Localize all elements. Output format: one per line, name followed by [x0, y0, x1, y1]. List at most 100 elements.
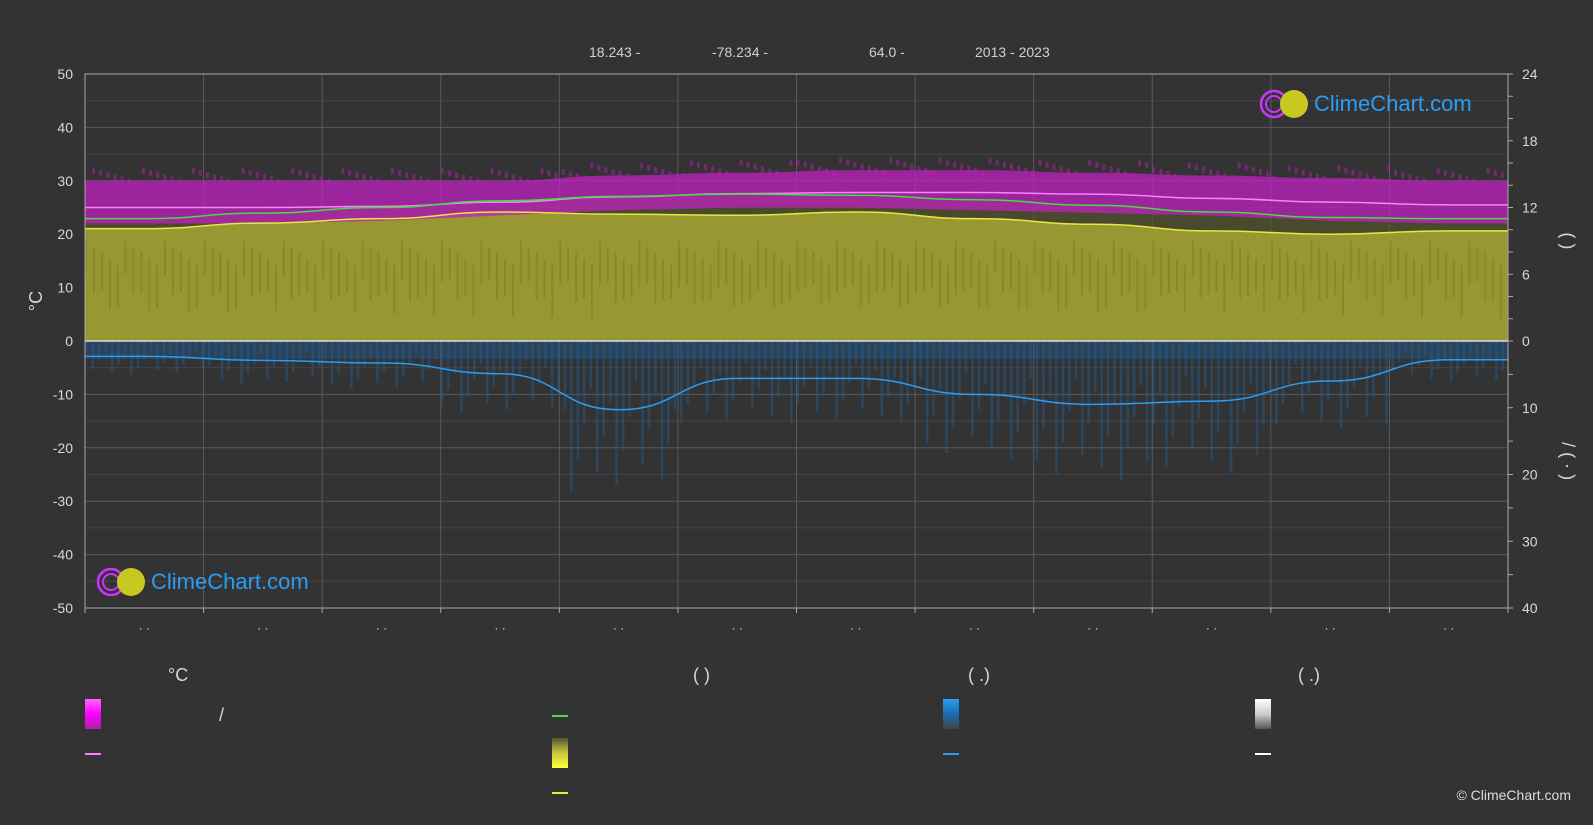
precip-daily-bar	[1055, 341, 1058, 475]
y-left-tick-label: -50	[53, 600, 73, 616]
sunshine-daily-bar	[843, 246, 846, 289]
sunshine-daily-bar	[258, 252, 261, 294]
temperature-daily-bar	[1038, 159, 1042, 166]
sunshine-daily-bar	[994, 240, 997, 273]
legend-label-temp-range: /	[219, 705, 225, 725]
precip-daily-bar	[647, 341, 651, 431]
sunshine-daily-bar	[1405, 252, 1408, 300]
precip-daily-bar	[130, 341, 133, 375]
precip-daily-bar	[272, 341, 276, 369]
climechart-logo-top[interactable]: ClimeChart.com	[1258, 88, 1472, 120]
temperature-daily-bar	[1095, 162, 1099, 169]
sunshine-daily-bar	[1104, 264, 1107, 309]
temperature-daily-bar	[348, 170, 352, 177]
precip-daily-bar	[1475, 341, 1479, 377]
sunshine-daily-bar	[875, 240, 878, 293]
sunshine-daily-bar	[1223, 264, 1226, 312]
precip-daily-bar	[1423, 341, 1427, 356]
sunshine-daily-bar	[567, 246, 570, 282]
daylight-line	[85, 193, 1508, 220]
precip-daily-bar	[1249, 341, 1252, 384]
sunshine-daily-bar	[243, 240, 246, 277]
precip-daily-bar	[291, 341, 295, 372]
precip-daily-bar	[350, 341, 353, 390]
sunshine-daily-bar	[227, 258, 230, 313]
sunshine-daily-bar	[330, 246, 333, 299]
precip-daily-bar	[854, 341, 858, 364]
temperature-daily-bar	[618, 171, 622, 178]
sunshine-daily-bar	[1286, 252, 1289, 297]
temperature-daily-bar	[554, 172, 558, 179]
precip-daily-bar	[589, 341, 593, 390]
temperature-daily-bar	[1330, 178, 1334, 185]
precip-daily-bar	[440, 341, 444, 407]
temperature-daily-bar	[846, 159, 850, 166]
precip-daily-bar	[1365, 341, 1369, 418]
temperature-daily-bar	[319, 176, 323, 183]
temperature-daily-bar	[1081, 172, 1085, 179]
temperature-daily-bar	[369, 176, 373, 183]
temperature-daily-bar	[782, 172, 786, 179]
temperature-daily-bar	[220, 176, 224, 183]
temperature-daily-bar	[398, 170, 402, 177]
y-right-bottom-tick-label: 10	[1522, 400, 1538, 416]
precip-daily-bar	[912, 341, 916, 386]
precip-daily-bar	[699, 341, 702, 368]
sunshine-daily-bar	[503, 258, 506, 297]
sunshine-daily-bar	[156, 264, 159, 308]
precip-daily-bar	[337, 341, 340, 375]
precip-daily-bar	[97, 341, 101, 361]
y-left-tick-label: -40	[53, 547, 73, 563]
temperature-daily-bar	[1358, 171, 1362, 178]
sunshine-daily-bar	[1318, 246, 1321, 301]
temperature-daily-bar	[796, 159, 800, 166]
precip-daily-bar	[815, 341, 819, 413]
legend-swatch-snow	[1255, 699, 1271, 729]
temperature-daily-bar	[867, 165, 871, 172]
temperature-daily-bar	[803, 161, 807, 168]
precip-daily-bar	[1016, 341, 1019, 432]
precip-daily-bar	[279, 341, 282, 359]
sunshine-daily-bar	[930, 252, 933, 288]
temperature-daily-bar	[341, 167, 345, 174]
precip-daily-bar	[705, 341, 709, 413]
sunshine-daily-bar	[92, 246, 95, 293]
precip-daily-bar	[641, 341, 644, 465]
temperature-daily-bar	[85, 180, 88, 187]
sunshine-daily-bar	[1476, 246, 1479, 282]
temperature-daily-bar	[454, 172, 458, 179]
precip-daily-bar	[1488, 341, 1492, 358]
climechart-logo-bottom[interactable]: ClimeChart.com	[95, 566, 309, 598]
precip-daily-bar	[1378, 341, 1382, 378]
temperature-daily-bar	[1009, 163, 1013, 170]
sunshine-daily-bar	[393, 264, 396, 314]
precip-daily-bar	[143, 341, 146, 360]
precip-daily-bar	[1443, 341, 1446, 360]
sunshine-daily-bar	[369, 246, 372, 300]
temperature-daily-bar	[426, 178, 430, 185]
precip-daily-bar	[757, 341, 761, 390]
precip-daily-bar	[1391, 341, 1395, 371]
precip-daily-bar	[718, 341, 722, 375]
sunshine-daily-bar	[717, 240, 720, 289]
sunshine-daily-bar	[638, 240, 641, 287]
header-elevation: 64.0 -	[869, 44, 905, 60]
sunshine-daily-bar	[1452, 258, 1455, 298]
legend-head-temperature: °C	[168, 665, 189, 685]
sunshine-daily-bar	[614, 252, 617, 303]
sunshine-daily-bar	[725, 246, 728, 286]
precip-daily-bar	[1359, 341, 1362, 370]
temperature-daily-bar	[1351, 169, 1355, 176]
precip-daily-bar	[1436, 341, 1440, 370]
sunshine-daily-bar	[1191, 240, 1194, 278]
precip-daily-bar	[330, 341, 334, 386]
y-left-axis-label: °C	[26, 291, 46, 311]
temperature-daily-bar	[1145, 162, 1149, 169]
precip-daily-bar	[104, 341, 107, 354]
sunshine-daily-bar	[1389, 240, 1392, 283]
y-left-tick-label: -10	[53, 386, 73, 402]
temperature-daily-bar	[732, 172, 736, 179]
temperature-daily-bar	[113, 174, 117, 181]
precip-daily-bar	[809, 341, 812, 368]
precip-daily-bar	[602, 341, 605, 438]
